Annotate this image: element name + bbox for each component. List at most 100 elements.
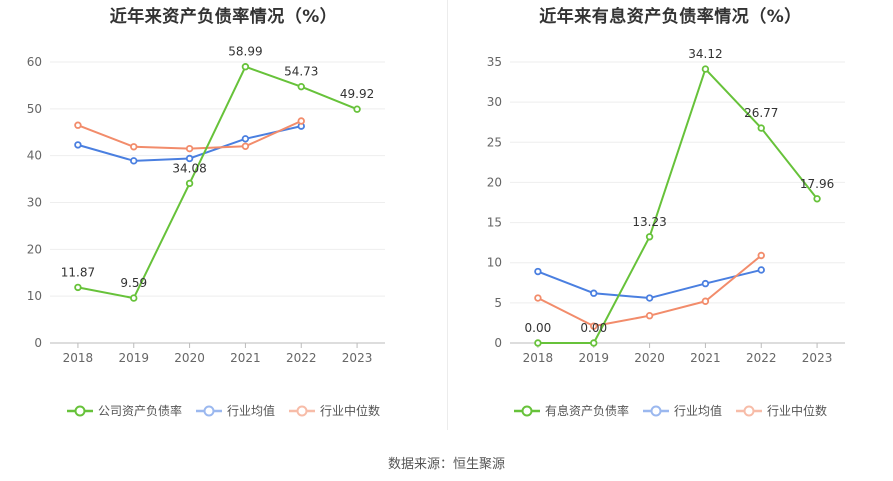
data-source: 数据来源：恒生聚源 xyxy=(387,457,505,472)
y-tick-label: 50 xyxy=(27,102,42,116)
data-label: 9.59 xyxy=(120,276,147,290)
legend-label: 行业中位数 xyxy=(767,404,828,418)
legend-item-company[interactable]: 公司资产负债率 xyxy=(66,402,182,419)
data-point xyxy=(241,63,250,71)
data-label: 0.00 xyxy=(580,321,607,335)
chart-plot-interest-debt-ratio: 0 5 10 15 20 25 30 35 2018 2019 2020 2021 2022 2023 0.… xyxy=(487,47,845,365)
data-point xyxy=(241,142,250,150)
data-point xyxy=(185,144,194,153)
data-point xyxy=(645,312,654,320)
data-label: 34.12 xyxy=(688,47,722,61)
chart-plot-debt-ratio: 0 10 20 30 40 50 60 2018 2019 2020 2021 2022 2023 11.… xyxy=(27,45,385,365)
legend-item-company[interactable]: 有息资产负债率 xyxy=(513,402,629,419)
panel-divider xyxy=(447,0,448,430)
y-tick-label: 60 xyxy=(27,55,42,69)
data-point xyxy=(74,121,82,129)
data-point xyxy=(813,195,821,203)
y-tick-label: 5 xyxy=(494,296,502,310)
x-tick-label: 2019 xyxy=(578,351,609,365)
y-tick-label: 25 xyxy=(487,135,502,149)
chart-title: 近年来有息资产负债率情况（%） xyxy=(539,7,802,27)
data-point xyxy=(590,339,598,347)
data-point xyxy=(74,141,82,149)
data-point xyxy=(757,124,765,132)
data-point xyxy=(701,297,710,305)
legend-marker-green xyxy=(66,405,93,416)
x-tick-label: 2020 xyxy=(174,351,205,365)
data-label: 58.99 xyxy=(228,45,262,59)
x-tick-label: 2023 xyxy=(342,351,373,365)
data-point xyxy=(353,105,361,113)
data-point xyxy=(701,279,710,288)
data-point xyxy=(757,266,765,274)
legend-marker-green xyxy=(513,405,540,416)
data-point xyxy=(297,82,305,91)
chart-legend: 公司资产负债率 行业均值 行业中位数 xyxy=(0,402,447,419)
data-point xyxy=(130,294,138,302)
data-label: 26.77 xyxy=(744,106,778,120)
data-label: 0.00 xyxy=(525,321,552,335)
series-line xyxy=(537,68,818,344)
data-point xyxy=(185,154,194,163)
data-point xyxy=(130,143,138,151)
data-point xyxy=(701,65,710,73)
y-tick-label: 30 xyxy=(27,196,42,210)
legend-marker-orange xyxy=(736,405,762,416)
data-point xyxy=(74,283,82,292)
legend-marker-blue xyxy=(195,405,222,416)
y-tick-label: 10 xyxy=(487,256,502,270)
data-point xyxy=(757,251,765,260)
legend-item-industry-median[interactable]: 行业中位数 xyxy=(289,402,380,419)
x-tick-label: 2018 xyxy=(523,351,554,365)
legend-label: 行业中位数 xyxy=(320,404,381,418)
y-tick-label: 15 xyxy=(487,216,502,230)
x-tick-label: 2019 xyxy=(118,351,149,365)
legend-label: 行业均值 xyxy=(226,404,275,418)
data-label: 34.08 xyxy=(172,161,206,175)
data-point xyxy=(130,157,138,165)
x-tick-label: 2021 xyxy=(690,351,721,365)
legend-label: 公司资产负债率 xyxy=(97,404,182,418)
data-label: 17.96 xyxy=(800,177,834,191)
x-tick-label: 2020 xyxy=(634,351,665,365)
data-label: 49.92 xyxy=(340,87,374,101)
data-point xyxy=(645,294,654,302)
chart-panel-interest-debt-ratio: 近年来有息资产负债率情况（%） 0 5 10 15 20 25 30 35 2018 2019 20… xyxy=(447,0,893,440)
data-label: 54.73 xyxy=(284,65,318,79)
series-line xyxy=(77,65,358,300)
data-point xyxy=(645,233,654,241)
x-tick-label: 2022 xyxy=(286,351,317,365)
data-point xyxy=(534,294,542,302)
legend-item-industry-avg[interactable]: 行业均值 xyxy=(195,402,275,419)
legend-item-industry-median[interactable]: 行业中位数 xyxy=(736,402,827,419)
data-point xyxy=(241,135,250,143)
legend-label: 有息资产负债率 xyxy=(544,404,629,418)
data-point xyxy=(534,267,542,276)
data-point xyxy=(534,339,542,347)
data-point xyxy=(185,179,194,188)
data-point xyxy=(590,322,598,330)
data-label: 13.23 xyxy=(632,215,666,229)
chart-title: 近年来资产负债率情况（%） xyxy=(109,7,338,27)
data-point xyxy=(590,289,598,297)
y-tick-label: 20 xyxy=(487,175,502,189)
y-tick-label: 10 xyxy=(27,289,42,303)
x-tick-label: 2023 xyxy=(802,351,833,365)
x-tick-label: 2022 xyxy=(746,351,777,365)
x-tick-label: 2018 xyxy=(63,351,94,365)
x-tick-label: 2021 xyxy=(230,351,261,365)
y-tick-label: 0 xyxy=(34,336,42,350)
y-tick-label: 0 xyxy=(494,336,502,350)
y-tick-label: 20 xyxy=(27,242,42,256)
y-tick-label: 35 xyxy=(487,55,502,69)
chart-legend: 有息资产负债率 行业均值 行业中位数 xyxy=(447,402,893,419)
chart-panel-debt-ratio: 近年来资产负债率情况（%） 0 10 20 30 40 50 60 2018 2019 2020 2… xyxy=(0,0,447,440)
legend-item-industry-avg[interactable]: 行业均值 xyxy=(642,402,722,419)
legend-marker-blue xyxy=(642,405,669,416)
data-label: 11.87 xyxy=(61,265,95,279)
legend-label: 行业均值 xyxy=(673,404,722,418)
legend-marker-orange xyxy=(289,405,315,416)
series-line xyxy=(77,120,302,150)
y-tick-label: 40 xyxy=(27,149,42,163)
y-tick-label: 30 xyxy=(487,95,502,109)
